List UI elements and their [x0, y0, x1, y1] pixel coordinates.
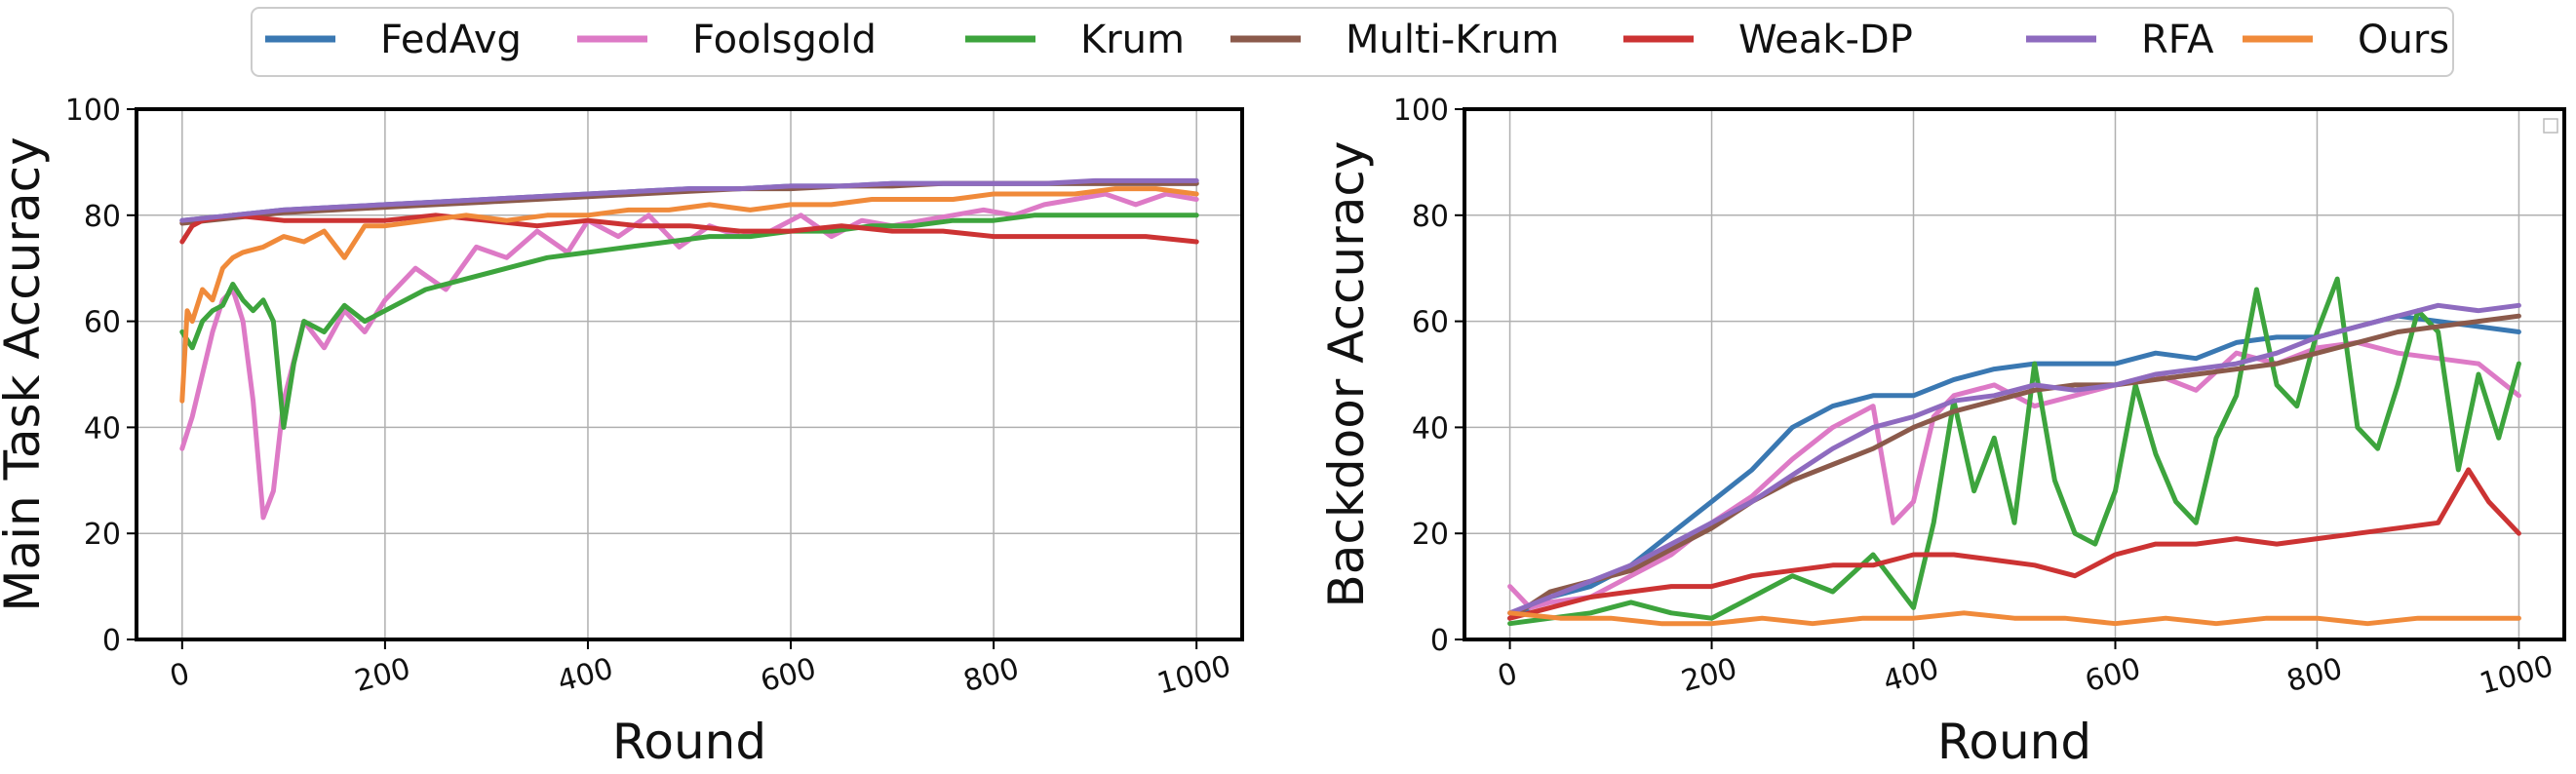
legend: FedAvg Foolsgold Krum Multi-Krum Weak-DP RFA O… [251, 7, 2454, 77]
series-line-rfa [1507, 302, 2521, 616]
y-tick-label: 20 [84, 518, 121, 552]
legend-label: Krum [1080, 18, 1185, 62]
x-tick-label: 200 [1678, 652, 1740, 700]
y-tick-label: 0 [102, 624, 121, 658]
empty-legend-box [2543, 118, 2558, 134]
x-tick-label: 0 [167, 656, 194, 694]
y-tick-label: 40 [1412, 411, 1449, 445]
series-line-foolsgold [1507, 339, 2521, 610]
legend-label: Multi-Krum [1346, 18, 1559, 62]
legend-label: Weak-DP [1738, 18, 1913, 62]
x-tick-label: 600 [2082, 652, 2144, 700]
series-line-krum [179, 213, 1199, 430]
y-tick-label: 80 [84, 200, 121, 234]
y-tick-label: 80 [1412, 200, 1449, 234]
plot-frame [1463, 107, 2566, 641]
x-tick-label: 1000 [2477, 649, 2557, 702]
x-axis-label: Round [612, 714, 766, 770]
x-tick-label: 400 [1880, 652, 1942, 700]
series-line-rfa [179, 177, 1199, 223]
y-tick-label: 60 [84, 306, 121, 340]
y-tick-label: 40 [84, 411, 121, 445]
legend-frame [251, 7, 2454, 77]
legend-label: Foolsgold [692, 18, 877, 62]
y-axis-label: Main Task Accuracy [0, 136, 51, 611]
x-tick-label: 400 [554, 652, 616, 700]
series-line-weak-dp [1507, 467, 2521, 621]
series-line-krum [1507, 276, 2521, 627]
x-tick-label: 200 [351, 652, 413, 700]
series-line-foolsgold [179, 191, 1199, 521]
series-line-fedavg [1507, 313, 2521, 621]
y-tick-label: 20 [1412, 518, 1449, 552]
legend-label: RFA [2141, 18, 2214, 62]
y-tick-label: 100 [65, 94, 121, 128]
x-tick-label: 1000 [1153, 649, 1234, 702]
x-tick-label: 800 [959, 652, 1022, 700]
legend-label: Ours [2358, 18, 2449, 62]
y-tick-label: 0 [1430, 624, 1449, 658]
y-axis-label: Backdoor Accuracy [1318, 140, 1375, 607]
plot-frame [135, 107, 1244, 641]
x-axis-label: Round [1937, 714, 2091, 770]
legend-label: FedAvg [380, 18, 522, 62]
y-tick-label: 60 [1412, 306, 1449, 340]
x-tick-label: 800 [2283, 652, 2346, 700]
series-line-ours [1507, 610, 2521, 627]
x-tick-label: 600 [757, 652, 819, 700]
x-tick-label: 0 [1494, 656, 1521, 694]
y-tick-label: 100 [1393, 94, 1449, 128]
series-line-multi-krum [1507, 313, 2521, 621]
series-line-weak-dp [179, 213, 1199, 245]
series-line-ours [179, 186, 1199, 404]
